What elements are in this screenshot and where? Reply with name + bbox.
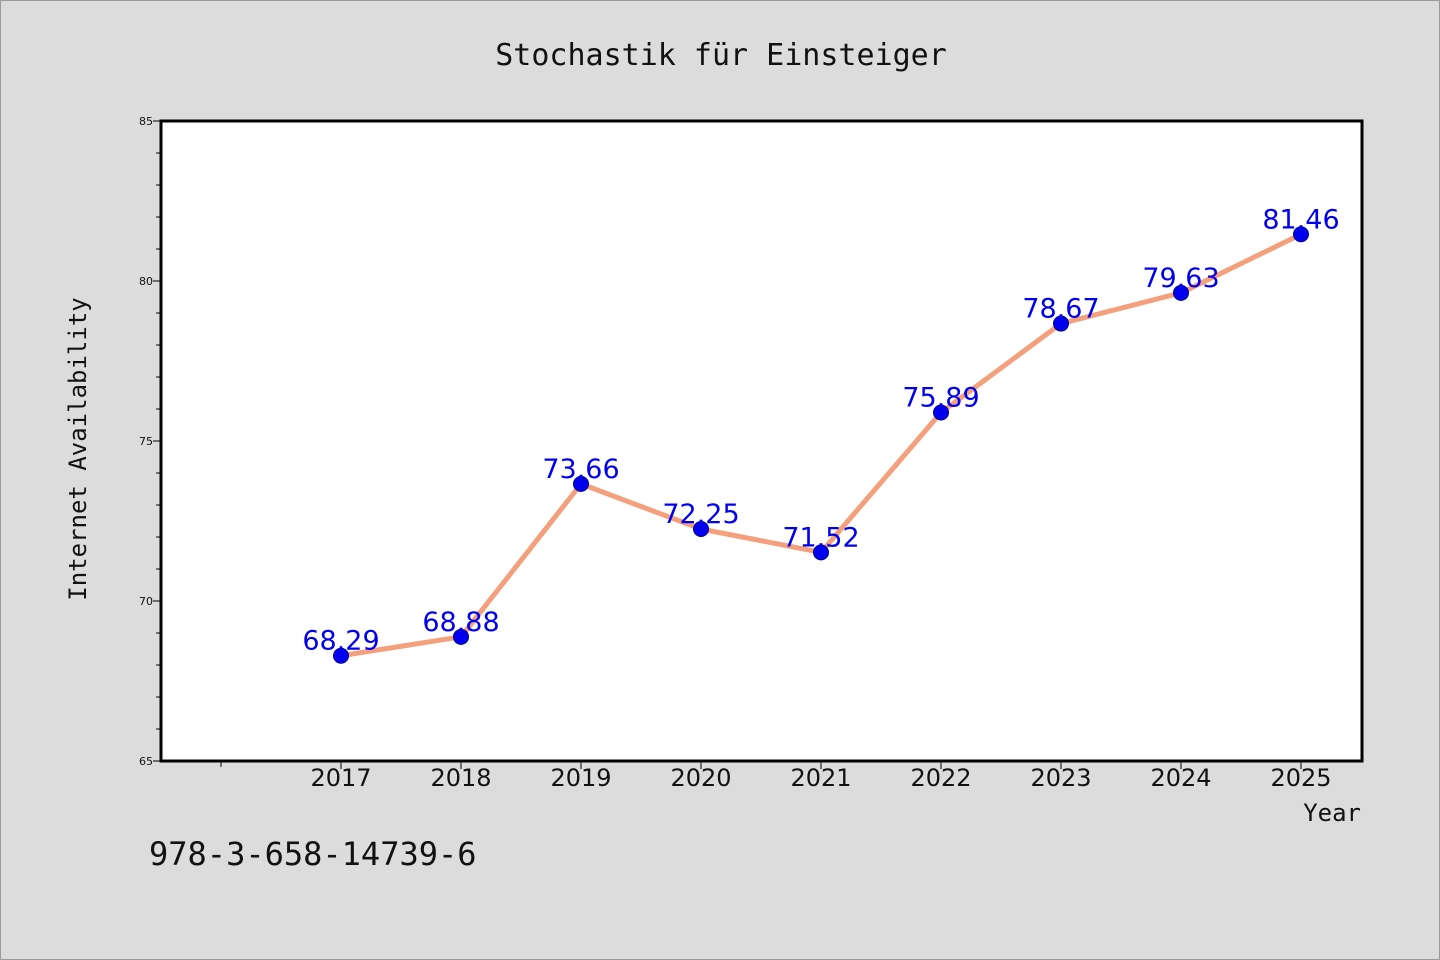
chart-title: Stochastik für Einsteiger (495, 38, 947, 73)
x-tick-label: 2025 (1270, 764, 1331, 792)
data-labels: 68.29 68.88 73.66 72.25 71.52 75.89 78.67 79.63… (302, 204, 1339, 656)
x-tick-label: 2021 (790, 764, 851, 792)
data-point (453, 628, 469, 645)
x-tick-labels: 2017 2018 2019 2020 2021 2022 2023 2024 2025 (310, 764, 1331, 792)
plot-area (161, 121, 1362, 761)
x-tick-label: 2018 (430, 764, 491, 792)
data-label: 71.52 (782, 522, 859, 553)
data-markers (333, 226, 1309, 664)
data-label: 78.67 (1022, 294, 1099, 325)
x-tick-label: 2023 (1030, 764, 1091, 792)
y-tick-label: 65 (139, 755, 153, 768)
data-point (1053, 315, 1069, 332)
data-point (933, 404, 949, 421)
y-axis-label: Internet Availability (64, 297, 92, 600)
x-tick-label: 2020 (670, 764, 731, 792)
x-tick-label: 2024 (1150, 764, 1211, 792)
data-label: 68.29 (302, 626, 379, 657)
data-label: 81.46 (1262, 204, 1339, 235)
y-tick-label: 70 (139, 595, 153, 608)
data-point (333, 647, 349, 664)
data-point (693, 521, 709, 537)
y-tick-label: 75 (139, 435, 153, 448)
x-axis-label: Year (1303, 799, 1361, 827)
data-label: 79.63 (1142, 263, 1219, 294)
data-point (1293, 226, 1309, 243)
x-tick-label: 2019 (550, 764, 611, 792)
y-tick-labels: 65 70 75 80 85 (139, 115, 153, 768)
data-label: 72.25 (662, 499, 739, 530)
data-label: 75.89 (902, 383, 979, 414)
data-point (813, 544, 829, 561)
plot-frame (159, 119, 1364, 763)
data-label: 68.88 (422, 607, 499, 638)
data-point (1173, 284, 1189, 301)
y-tick-label: 80 (139, 275, 153, 288)
x-tick-label: 2017 (310, 764, 371, 792)
isbn-text: 978-3-658-14739-6 (149, 835, 477, 873)
data-point (573, 475, 589, 492)
x-tick-label: 2022 (910, 764, 971, 792)
y-tick-label: 85 (139, 115, 153, 128)
data-label: 73.66 (542, 454, 619, 485)
